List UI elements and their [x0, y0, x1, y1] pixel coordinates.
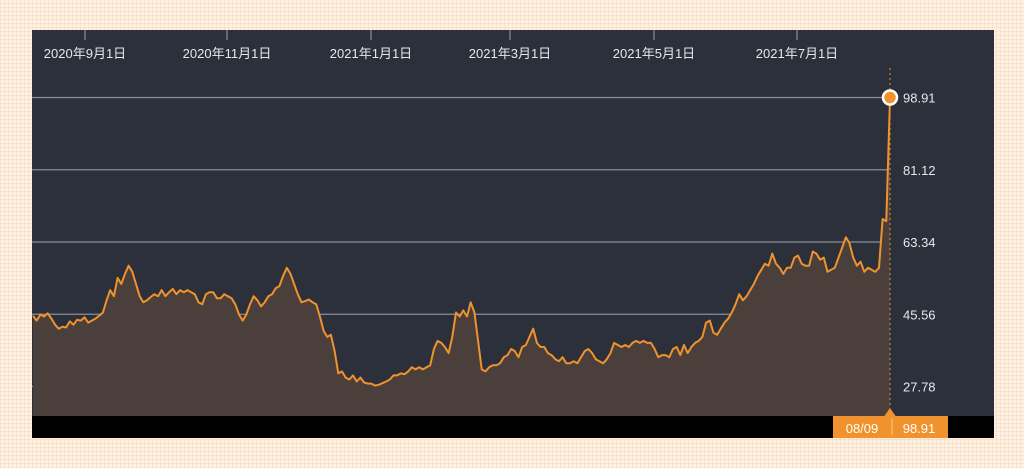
last-value-badge [833, 416, 948, 438]
badge-pointer [883, 408, 897, 418]
area-fill [33, 97, 890, 416]
x-tick-label: 2021年1月1日 [330, 46, 412, 61]
y-tick-label: 45.56 [903, 307, 936, 322]
footer-bar [32, 416, 994, 438]
y-tick-label: 81.12 [903, 163, 936, 178]
x-tick-label: 2020年11月1日 [183, 46, 272, 61]
last-date-label: 08/09 [846, 421, 879, 436]
x-axis: 2020年9月1日 2020年11月1日 2021年1月1日 2021年3月1日 202… [44, 30, 838, 61]
y-tick-label: 27.78 [903, 380, 936, 395]
x-tick-label: 2021年3月1日 [469, 46, 551, 61]
x-tick-label: 2020年9月1日 [44, 46, 126, 61]
x-tick-label: 2021年5月1日 [613, 46, 695, 61]
y-axis: 98.91 81.12 63.34 45.56 27.78 [903, 91, 936, 395]
last-value-label: 98.91 [903, 421, 936, 436]
y-tick-label: 98.91 [903, 91, 936, 106]
y-tick-label: 63.34 [903, 235, 936, 250]
last-point-dot [881, 89, 899, 106]
price-line [32, 97, 891, 387]
x-tick-label: 2021年7月1日 [756, 46, 838, 61]
series-line [32, 97, 891, 387]
last-point-marker: 08/09 98.91 [833, 68, 948, 438]
series-area [33, 97, 890, 416]
